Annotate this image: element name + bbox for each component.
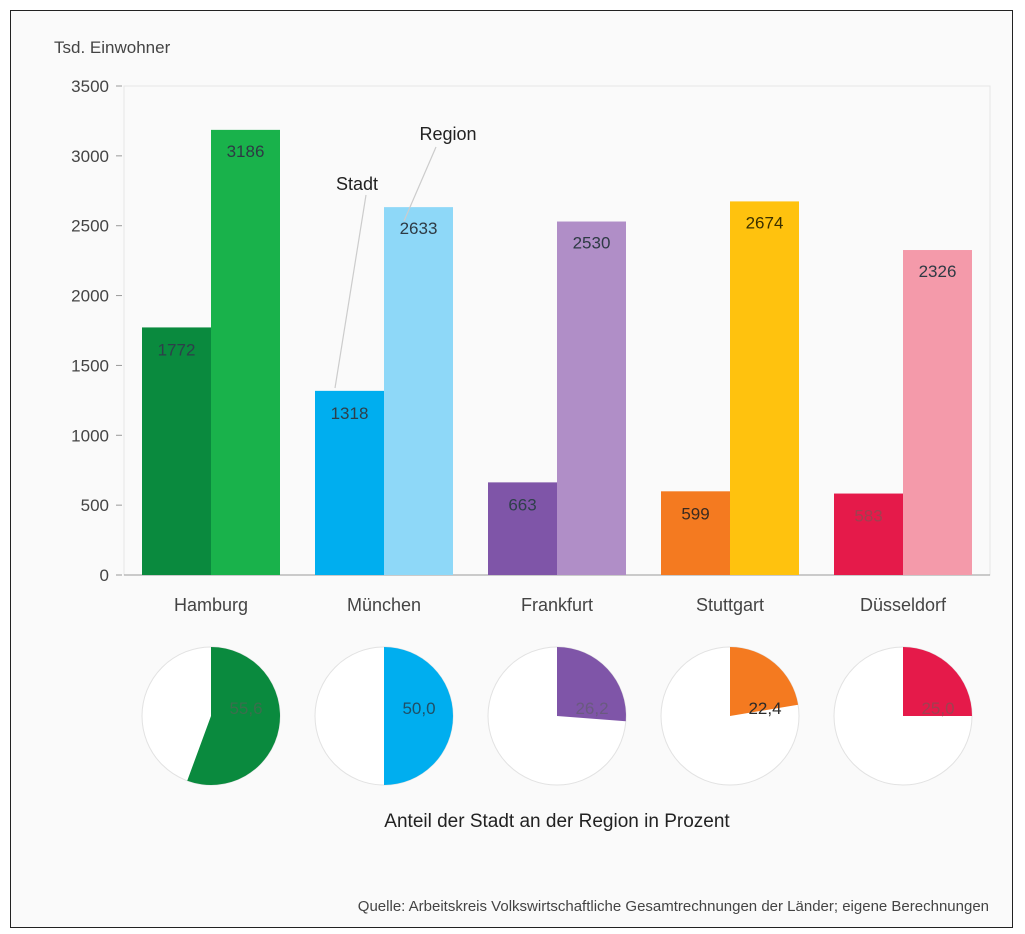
y-tick-label: 1500: [71, 356, 109, 375]
data-label-stadt: 1318: [331, 404, 369, 423]
bar-region-0: [211, 130, 280, 575]
data-label-stadt: 663: [508, 495, 536, 514]
x-tick-label: Düsseldorf: [860, 595, 947, 615]
x-tick-label: Frankfurt: [521, 595, 593, 615]
data-label-region: 3186: [227, 142, 265, 161]
x-tick-label: Stuttgart: [696, 595, 764, 615]
data-label-stadt: 583: [854, 507, 882, 526]
y-tick-label: 3000: [71, 147, 109, 166]
x-tick-label: Hamburg: [174, 595, 248, 615]
pie-label: 50,0: [402, 699, 435, 718]
y-tick-label: 2000: [71, 287, 109, 306]
pie-label: 55,6: [229, 699, 262, 718]
bar-region-4: [903, 250, 972, 575]
callout-line-stadt: [335, 195, 366, 388]
y-tick-label: 0: [100, 566, 109, 585]
bar-stadt-0: [142, 327, 211, 575]
y-tick-label: 3500: [71, 77, 109, 96]
pie-label: 26,2: [575, 699, 608, 718]
callout-region: Region: [419, 124, 476, 144]
pie-label: 25,0: [921, 699, 954, 718]
data-label-stadt: 1772: [158, 340, 196, 359]
y-tick-label: 500: [81, 496, 109, 515]
figure-frame: Tsd. Einwohner 0 500 1000 1500 2000 2500 3000 35…: [10, 10, 1013, 928]
x-tick-label: München: [347, 595, 421, 615]
data-label-region: 2530: [573, 234, 611, 253]
data-label-region: 2674: [746, 213, 784, 232]
bar-region-1: [384, 207, 453, 575]
data-label-region: 2326: [919, 262, 957, 281]
pie-title: Anteil der Stadt an der Region in Prozen…: [384, 811, 730, 832]
chart-svg: Tsd. Einwohner 0 500 1000 1500 2000 2500 3000 35…: [11, 11, 1014, 929]
y-axis-label: Tsd. Einwohner: [54, 38, 171, 57]
bar-region-2: [557, 222, 626, 575]
callout-stadt: Stadt: [336, 174, 378, 194]
bar-region-3: [730, 201, 799, 575]
pie-label: 22,4: [748, 699, 781, 718]
data-label-region: 2633: [400, 219, 438, 238]
y-tick-label: 2500: [71, 217, 109, 236]
source-note: Quelle: Arbeitskreis Volkswirtschaftlich…: [358, 898, 989, 915]
y-tick-label: 1000: [71, 426, 109, 445]
data-label-stadt: 599: [681, 504, 709, 523]
